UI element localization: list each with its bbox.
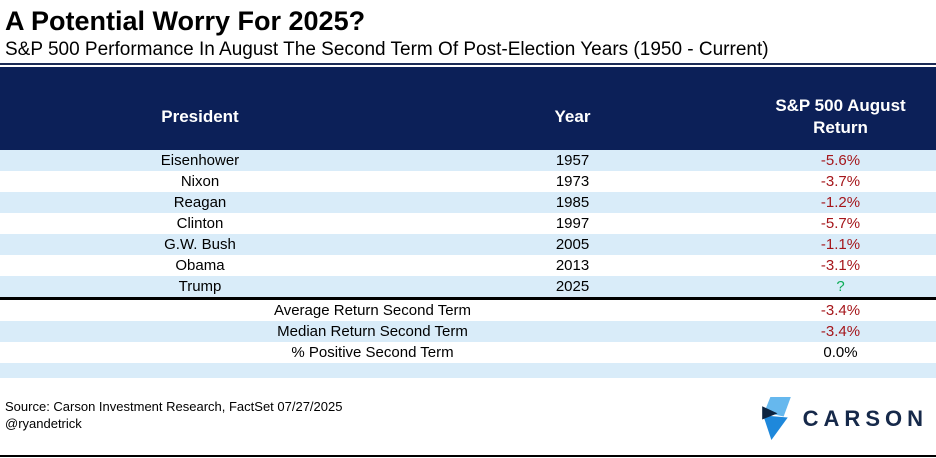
president-cell: Reagan: [173, 194, 227, 211]
year-cell: 2005: [555, 236, 590, 253]
president-cell: Eisenhower: [160, 152, 240, 169]
column-header-return-line1: S&P 500 August: [775, 95, 906, 115]
return-cell-unknown: ?: [836, 278, 845, 295]
table-footer-band: [0, 363, 936, 378]
year-cell: 1997: [555, 215, 590, 232]
source-attribution: Source: Carson Investment Research, Fact…: [5, 398, 342, 432]
figure-subtitle: S&P 500 Performance In August The Second…: [5, 39, 769, 60]
carson-wordmark: CARSON: [802, 405, 928, 431]
column-header-return-line2: Return: [813, 117, 868, 137]
summary-label: Median Return Second Term: [277, 323, 468, 340]
year-cell: 2013: [555, 257, 590, 274]
summary-value: -3.4%: [820, 302, 861, 319]
summary-row-pct-positive: % Positive Second Term 0.0%: [0, 342, 936, 363]
subtitle-rule: [0, 63, 936, 65]
year-cell: 1957: [555, 152, 590, 169]
president-cell: Clinton: [176, 215, 224, 232]
summary-row-average: Average Return Second Term -3.4%: [0, 300, 936, 321]
return-cell: -3.1%: [820, 257, 861, 274]
column-header-year: Year: [554, 106, 591, 126]
president-cell: G.W. Bush: [164, 236, 236, 253]
footer: Source: Carson Investment Research, Fact…: [0, 378, 936, 441]
table-header-row: President Year S&P 500 August Return: [0, 67, 936, 150]
bottom-rule: [0, 455, 936, 457]
table-row: Nixon 1973 -3.7%: [0, 171, 936, 192]
summary-divider-rule: [0, 297, 936, 300]
summary-label: % Positive Second Term: [291, 344, 454, 361]
summary-row-median: Median Return Second Term -3.4%: [0, 321, 936, 342]
table-row: G.W. Bush 2005 -1.1%: [0, 234, 936, 255]
column-header-return: S&P 500 August Return: [745, 95, 936, 139]
carson-logo: CARSON: [761, 396, 928, 441]
year-cell: 2025: [555, 278, 590, 295]
column-header-president: President: [161, 106, 239, 126]
president-cell: Nixon: [180, 173, 220, 190]
summary-value: 0.0%: [823, 344, 858, 361]
table-row: Eisenhower 1957 -5.6%: [0, 150, 936, 171]
president-cell: Obama: [175, 257, 225, 274]
table-row: Reagan 1985 -1.2%: [0, 192, 936, 213]
return-cell: -5.7%: [820, 215, 861, 232]
summary-label: Average Return Second Term: [273, 302, 472, 319]
figure: A Potential Worry For 2025? S&P 500 Perf…: [0, 6, 936, 458]
source-line: Source: Carson Investment Research, Fact…: [5, 399, 343, 414]
president-cell: Trump: [178, 278, 222, 295]
return-cell: -1.1%: [820, 236, 861, 253]
return-cell: -3.7%: [820, 173, 861, 190]
year-cell: 1985: [555, 194, 590, 211]
carson-chevron-icon: [761, 397, 791, 440]
return-cell: -5.6%: [820, 152, 861, 169]
author-handle: @ryandetrick: [5, 416, 82, 431]
summary-value: -3.4%: [820, 323, 861, 340]
page-title: A Potential Worry For 2025?: [5, 6, 366, 36]
table-row: Trump 2025 ?: [0, 276, 936, 297]
table-row: Obama 2013 -3.1%: [0, 255, 936, 276]
table-row: Clinton 1997 -5.7%: [0, 213, 936, 234]
return-cell: -1.2%: [820, 194, 861, 211]
year-cell: 1973: [555, 173, 590, 190]
